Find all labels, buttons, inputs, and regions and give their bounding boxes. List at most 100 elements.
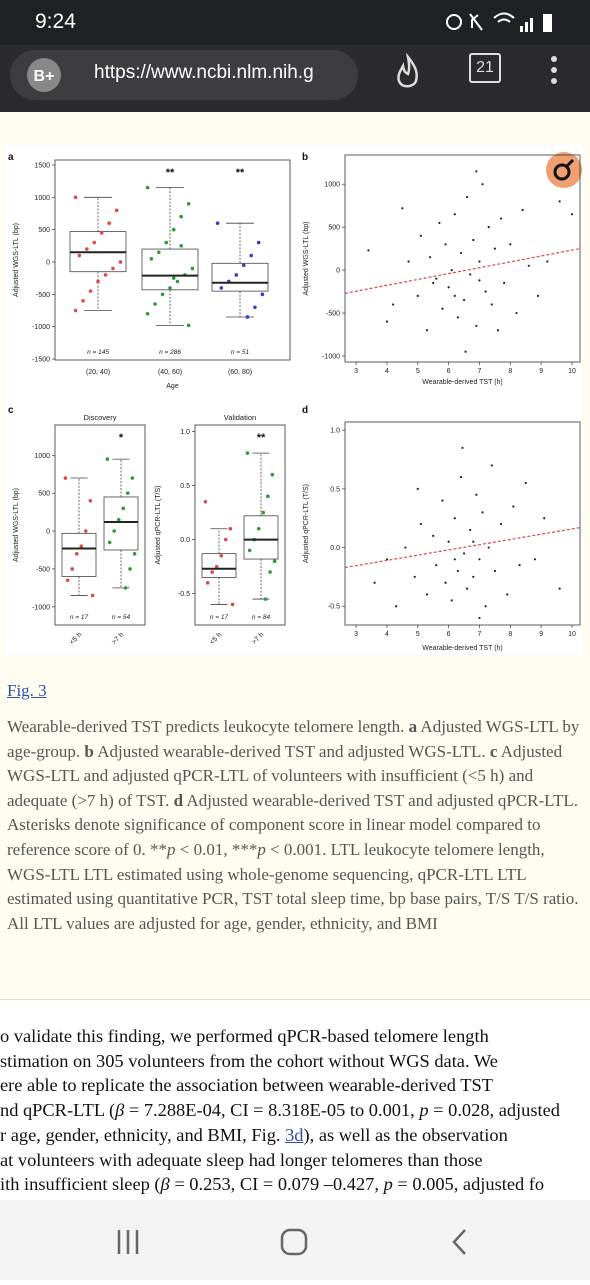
data-point [203, 499, 208, 504]
data-point [90, 593, 95, 598]
data-point [425, 329, 429, 332]
text-run: stimation on 305 volunteers from the coh… [0, 1050, 498, 1071]
bold-text: a [408, 717, 418, 736]
text-run: nd qPCR-LTL ( [0, 1100, 116, 1121]
address-bar[interactable]: B+ https://www.ncbi.nlm.nih.g [10, 50, 358, 100]
data-point [490, 464, 493, 467]
y-tick-label: 500 [328, 225, 340, 232]
link-text[interactable]: 3d [285, 1124, 304, 1145]
significance: ** [236, 167, 245, 179]
data-point [524, 481, 527, 485]
data-point [444, 581, 447, 584]
data-point [168, 286, 172, 290]
data-point [157, 250, 161, 255]
data-point [499, 217, 503, 220]
site-icon: B+ [27, 58, 61, 92]
data-point [419, 234, 422, 237]
figure-caption: Wearable-derived TST predicts leukocyte … [7, 715, 585, 936]
text-run: Wearable-derived TST predicts leukocyte … [7, 717, 409, 736]
italic-text: p [419, 1100, 429, 1121]
data-point [558, 200, 561, 203]
plot-frame [194, 424, 286, 626]
y-axis-label: Adjusted WGS-LTL (bp) [303, 222, 310, 296]
data-point [190, 266, 195, 271]
data-point [453, 213, 456, 216]
y-tick-label: -500 [326, 311, 340, 318]
data-point [416, 487, 419, 490]
data-point [74, 551, 79, 556]
data-point [493, 247, 496, 250]
data-point [210, 570, 214, 574]
data-point [475, 170, 478, 173]
y-tick-label: 1000 [34, 453, 50, 460]
data-point [228, 526, 233, 531]
recent-apps[interactable] [117, 1230, 139, 1254]
panel-label: b [302, 152, 308, 163]
y-tick-label: 1.0 [330, 428, 340, 435]
data-point [461, 446, 464, 449]
x-tick-label: 7 [478, 631, 482, 638]
x-tick-label: 4 [385, 631, 389, 638]
n-label: n = 51 [231, 349, 250, 356]
back[interactable] [452, 1229, 466, 1255]
data-point [435, 564, 438, 567]
n-label: n = 17 [210, 614, 229, 621]
fire-icon[interactable] [388, 53, 428, 93]
data-point [456, 569, 459, 573]
box [211, 262, 269, 292]
data-point [444, 243, 447, 246]
y-tick-label: 1000 [324, 182, 340, 189]
data-point [256, 526, 261, 531]
x-tick-label: (20, 40) [86, 369, 110, 376]
data-point [515, 311, 518, 315]
data-point [484, 605, 487, 608]
data-point [481, 511, 484, 514]
box [201, 553, 237, 578]
url[interactable]: https://www.ncbi.nlm.nih.g [94, 62, 314, 83]
data-point [425, 593, 429, 596]
data-point [462, 299, 466, 302]
data-point [63, 476, 68, 480]
text-run: o validate this finding, we performed qP… [0, 1026, 489, 1046]
home[interactable] [280, 1228, 308, 1256]
y-tick-label: 0 [46, 260, 50, 267]
y-axis-label: Adjusted qPCR-LTL (T/S) [155, 486, 162, 565]
data-point [416, 294, 419, 297]
tab-count[interactable]: 21 [469, 53, 501, 83]
cite-icon[interactable] [546, 152, 582, 188]
data-point [435, 277, 438, 280]
figure-link[interactable]: Fig. 3 [7, 681, 47, 700]
text-line: stimation on 305 volunteers from the coh… [0, 1049, 590, 1074]
text-run: Adjusted WGS-LTL by age-group. [7, 717, 580, 761]
data-point [447, 540, 450, 543]
data-point [518, 564, 521, 567]
data-point [373, 581, 376, 584]
data-point [496, 329, 500, 332]
panel-label: a [8, 152, 14, 163]
plot-frame [344, 154, 581, 363]
data-point [546, 260, 549, 263]
menu-button[interactable] [548, 53, 560, 93]
data-point [215, 221, 220, 225]
data-point [105, 457, 110, 461]
data-point [114, 208, 119, 213]
data-point [132, 551, 137, 556]
italic-text: p [383, 1174, 393, 1195]
data-point [478, 558, 481, 561]
data-point [459, 251, 463, 255]
data-point [432, 281, 435, 285]
y-tick-label: -500 [36, 292, 50, 299]
data-point [112, 529, 116, 533]
cite-glyph [565, 158, 575, 168]
nav-icons [117, 1228, 466, 1256]
data-point [475, 493, 478, 496]
article-text: o validate this finding, we performed qP… [0, 1024, 590, 1197]
data-point [401, 207, 404, 210]
text-run: Adjusted wearable-derived TST and adjust… [7, 790, 578, 859]
data-point [533, 558, 537, 561]
y-tick-label: -1000 [32, 324, 50, 331]
data-point [65, 578, 70, 583]
data-point [118, 260, 123, 264]
data-point [245, 451, 250, 455]
